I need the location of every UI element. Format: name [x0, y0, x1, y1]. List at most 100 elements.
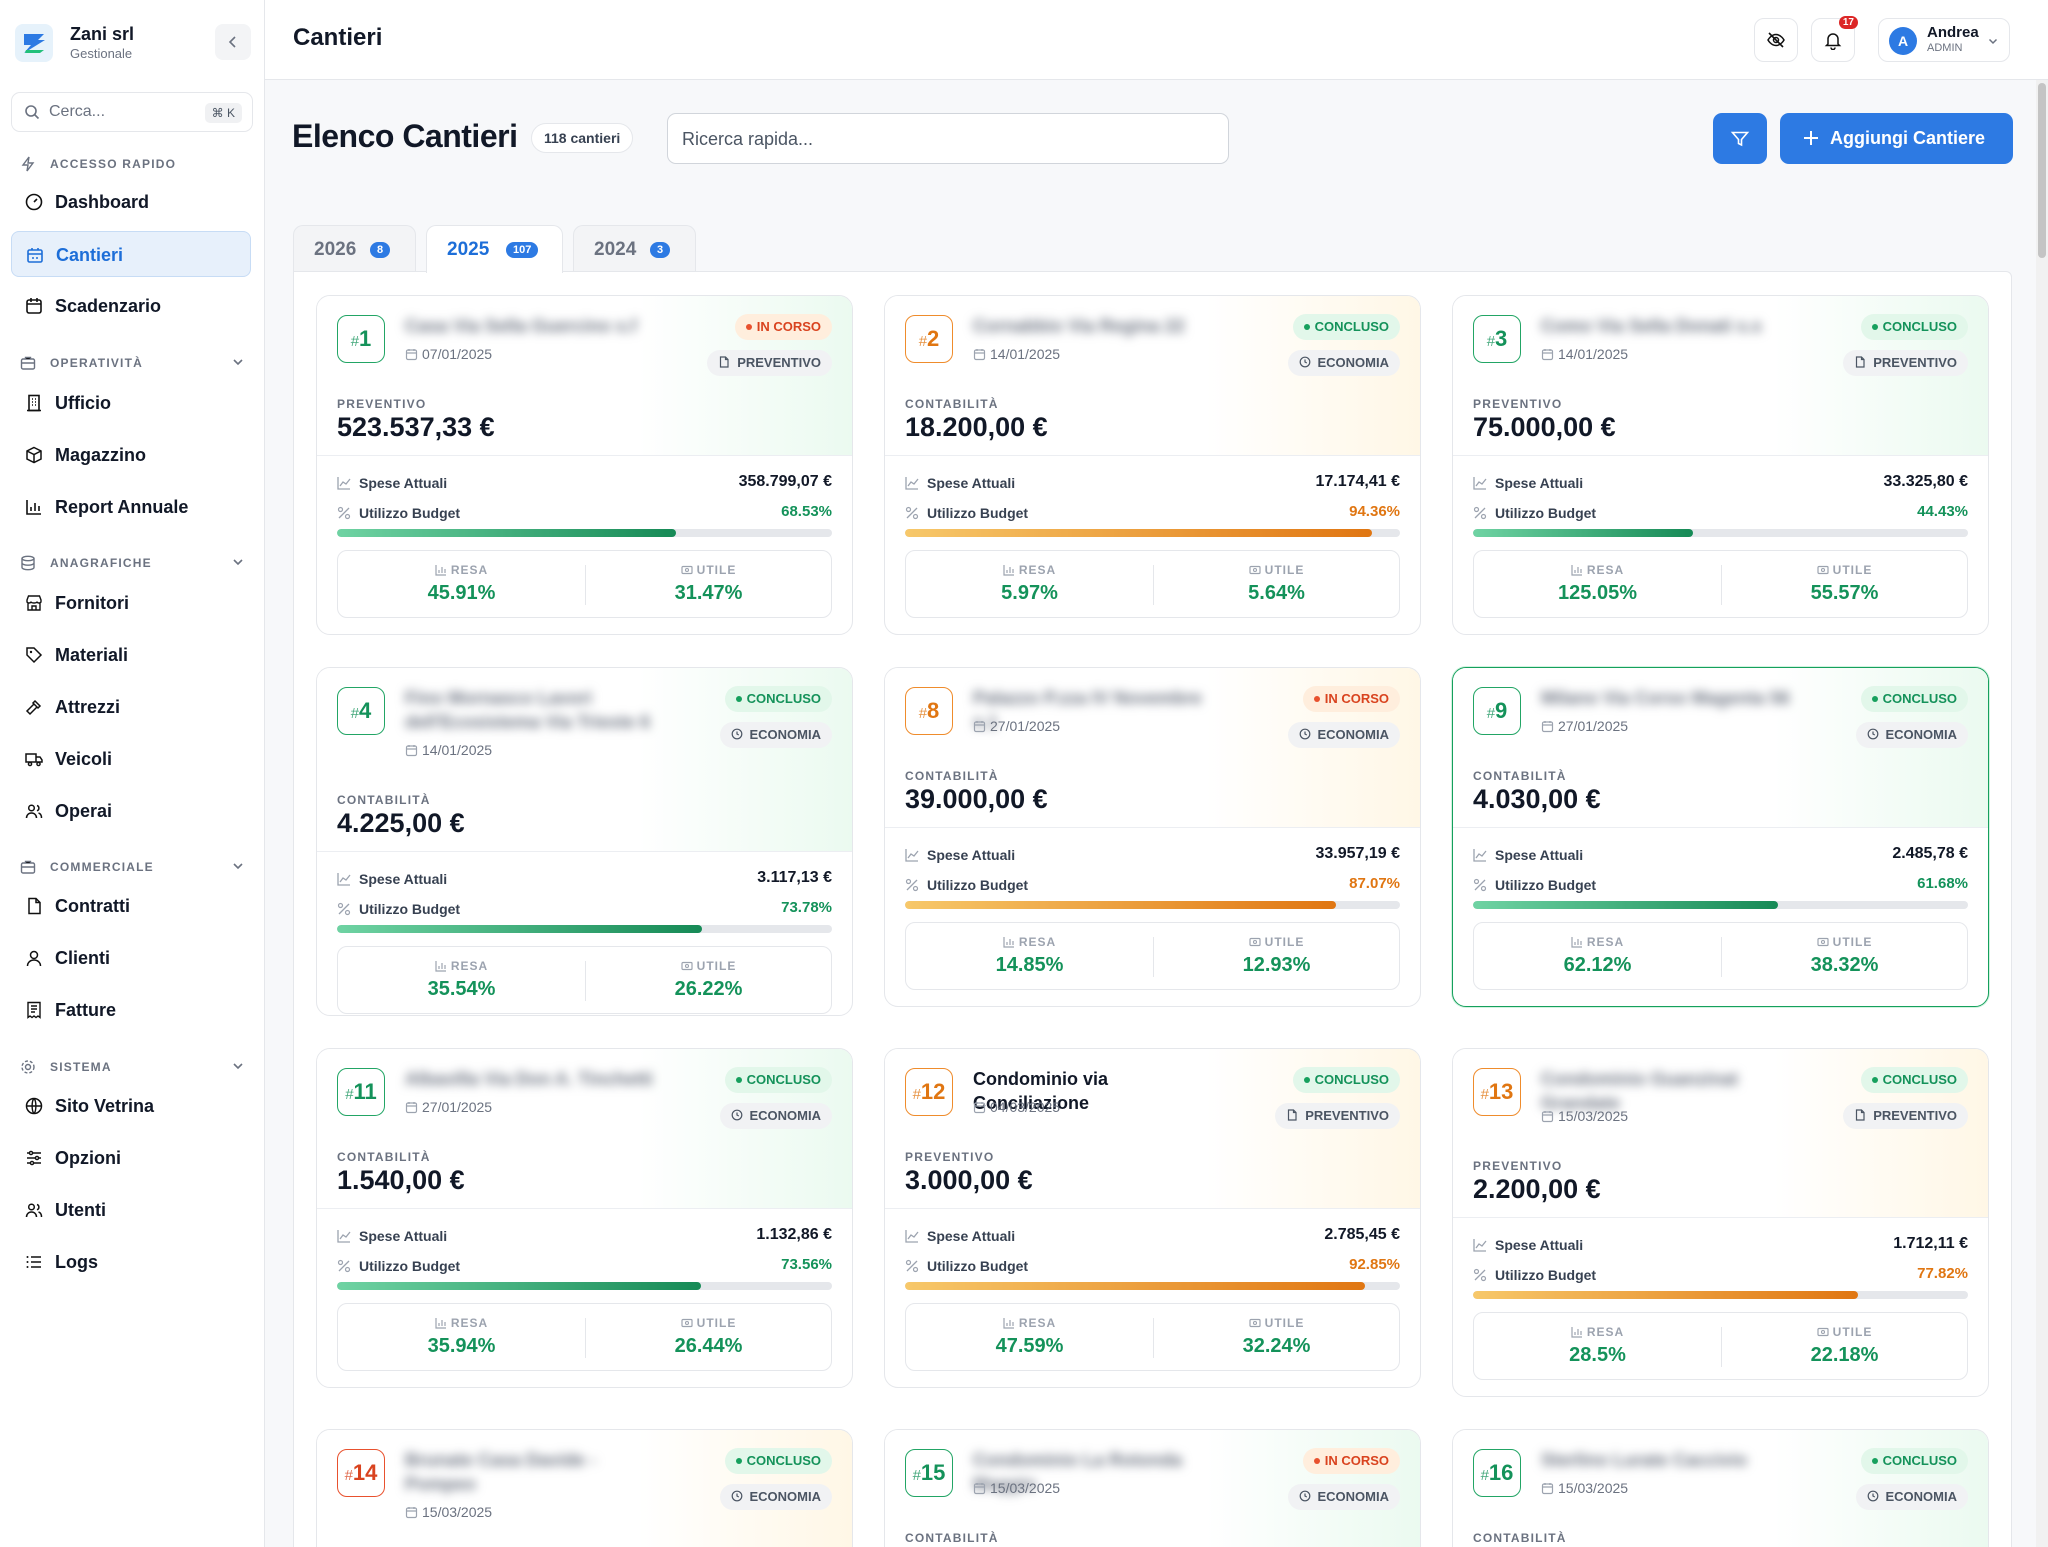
banknote-icon — [681, 961, 693, 971]
section-sistema[interactable]: SISTEMA — [20, 1057, 245, 1077]
utile-label-text: UTILE — [1264, 1316, 1305, 1330]
spese-value: 1.132,86 € — [756, 1226, 832, 1243]
tab-2026[interactable]: 2026 8 — [293, 225, 416, 272]
section-commerciale[interactable]: COMMERCIALE — [20, 857, 245, 877]
budget-progress-fill — [1473, 529, 1693, 537]
cantiere-card[interactable]: #8 Palazzo P.zza IV Novembre s.1 27/01/2… — [884, 667, 1421, 1007]
amount-label: CONTABILITÀ — [905, 769, 999, 783]
page-title: Cantieri — [293, 24, 383, 51]
scrollbar[interactable] — [2036, 80, 2048, 1547]
utile-value: 32.24% — [1242, 1335, 1311, 1357]
sidebar-item-scadenzario[interactable]: Scadenzario — [11, 283, 251, 329]
sidebar-item-opzioni[interactable]: Opzioni — [11, 1135, 251, 1181]
sidebar-item-veicoli[interactable]: Veicoli — [11, 736, 251, 782]
sidebar-item-utenti[interactable]: Utenti — [11, 1187, 251, 1233]
trend-icon — [337, 477, 351, 490]
card-date: 07/01/2025 — [405, 346, 492, 362]
cantiere-card[interactable]: #3 Como Via Sella Donati s.s 14/01/2025 … — [1452, 295, 1989, 635]
sidebar-item-sito-vetrina[interactable]: Sito Vetrina — [11, 1083, 251, 1129]
cantiere-card[interactable]: #11 Albavilla Via Don A. Tinchetti 27/01… — [316, 1048, 853, 1388]
utile-label: UTILE — [1153, 563, 1400, 577]
banknote-icon — [1249, 565, 1261, 575]
amount-value: 2.200,00 € — [1473, 1174, 1601, 1204]
clock-icon — [731, 1109, 742, 1121]
scrollbar-thumb[interactable] — [2038, 83, 2046, 258]
percent-icon — [1473, 878, 1487, 892]
type-label: PREVENTIVO — [737, 355, 821, 370]
calendar-icon — [405, 745, 418, 757]
cantiere-card[interactable]: #2 Cornabbio Via Regina 22 14/01/2025 CO… — [884, 295, 1421, 635]
amount-label: CONTABILITÀ — [905, 1531, 999, 1545]
budget-row: Utilizzo Budget 73.78% — [337, 899, 832, 919]
sidebar-item-fornitori[interactable]: Fornitori — [11, 580, 251, 626]
chevron-left-icon — [228, 36, 236, 48]
sidebar-item-dashboard[interactable]: Dashboard — [11, 179, 251, 225]
budget-label: Utilizzo Budget — [927, 505, 1029, 521]
sidebar-item-logs[interactable]: Logs — [11, 1239, 251, 1285]
budget-row: Utilizzo Budget 68.53% — [337, 503, 832, 523]
user-menu[interactable]: A Andrea ADMIN — [1878, 18, 2010, 62]
stats-box: RESA 35.54% UTILE 26.22% — [337, 946, 832, 1014]
card-title: Brunate Casa Davide - Pompeo — [405, 1450, 597, 1494]
percent-icon — [1473, 1268, 1487, 1282]
cantiere-card[interactable]: #16 Sterlino Lurate Caccivio 15/03/2025 … — [1452, 1429, 1989, 1547]
collapse-sidebar-button[interactable] — [215, 24, 251, 60]
section-anagrafiche[interactable]: ANAGRAFICHE — [20, 553, 245, 573]
tab-count-badge: 3 — [650, 242, 671, 258]
budget-progress-bar — [1473, 901, 1968, 909]
sidebar-item-magazzino[interactable]: Magazzino — [11, 432, 251, 478]
status-badge: CONCLUSO — [724, 1067, 832, 1093]
utile-label-text: UTILE — [696, 563, 737, 577]
calendar-icon — [405, 1102, 418, 1114]
section-label: ACCESSO RAPIDO — [50, 157, 177, 171]
notifications-button[interactable]: 17 — [1811, 16, 1858, 62]
sidebar-item-clienti[interactable]: Clienti — [11, 935, 251, 981]
chart-icon — [1003, 565, 1014, 576]
spese-label: Spese Attuali — [359, 1228, 448, 1244]
type-badge: PREVENTIVO — [1843, 1103, 1968, 1129]
spese-value: 358.799,07 € — [738, 473, 832, 490]
cantiere-card[interactable]: #14 Brunate Casa Davide - Pompeo 15/03/2… — [316, 1429, 853, 1547]
add-cantiere-button[interactable]: Aggiungi Cantiere — [1780, 113, 2013, 164]
sidebar-item-ufficio[interactable]: Ufficio — [11, 380, 251, 426]
cantiere-card[interactable]: #12 Condominio via Conciliazione 04/03/2… — [884, 1048, 1421, 1388]
tab-2025[interactable]: 2025 107 — [426, 225, 563, 273]
status-badge: CONCLUSO — [1860, 1067, 1968, 1093]
cantiere-card[interactable]: #4 Fino Mornasco Lavori dell'Ecosistema … — [316, 667, 853, 1016]
budget-label: Utilizzo Budget — [359, 1258, 461, 1274]
card-number: #13 — [1473, 1068, 1521, 1116]
sidebar-search-input[interactable]: Cerca... ⌘ K — [11, 92, 253, 132]
card-number: #12 — [905, 1068, 953, 1116]
section-operativita[interactable]: OPERATIVITÀ — [20, 353, 245, 373]
sidebar-item-attrezzi[interactable]: Attrezzi — [11, 684, 251, 730]
card-title: Condominio via Conciliazione — [973, 1069, 1108, 1113]
utile-label: UTILE — [1153, 1316, 1400, 1330]
budget-progress-bar — [905, 529, 1400, 537]
tab-2024[interactable]: 2024 3 — [573, 225, 696, 272]
card-number: #3 — [1473, 315, 1521, 363]
sidebar-item-fatture[interactable]: Fatture — [11, 987, 251, 1033]
calendar-icon — [405, 1507, 418, 1519]
sidebar-item-label: Scadenzario — [55, 296, 162, 316]
budget-row: Utilizzo Budget 73.56% — [337, 1256, 832, 1276]
cantiere-card[interactable]: #13 Condominio Guanzinat Grandate 15/03/… — [1452, 1048, 1989, 1397]
sidebar-item-materiali[interactable]: Materiali — [11, 632, 251, 678]
brand[interactable]: Zani srl Gestionale — [15, 22, 255, 62]
filter-button[interactable] — [1713, 113, 1767, 164]
spese-row: Spese Attuali 33.957,19 € — [905, 845, 1400, 865]
spese-value: 1.712,11 € — [1893, 1235, 1968, 1252]
sidebar-item-contratti[interactable]: Contratti — [11, 883, 251, 929]
resa-value: 5.97% — [1001, 582, 1058, 604]
sidebar-item-report-annuale[interactable]: Report Annuale — [11, 484, 251, 530]
quick-search-input[interactable]: Ricerca rapida... — [667, 113, 1229, 164]
stats-box: RESA 62.12% UTILE 38.32% — [1473, 922, 1968, 990]
sidebar-item-cantieri[interactable]: Cantieri — [11, 231, 251, 277]
toggle-visibility-button[interactable] — [1754, 18, 1798, 62]
cantiere-card[interactable]: #15 Condominio La Rotonda Maggio 15/03/2… — [884, 1429, 1421, 1547]
sidebar-item-operai[interactable]: Operai — [11, 788, 251, 834]
cantiere-card[interactable]: #1 Casa Via Sella Guercino s.f 07/01/202… — [316, 295, 853, 635]
eye-off-icon — [1767, 32, 1785, 48]
cantiere-card[interactable]: #9 Milano Via Corso Magenta 56 27/01/202… — [1452, 667, 1989, 1007]
budget-progress-bar — [905, 901, 1400, 909]
amount-label: PREVENTIVO — [1473, 397, 1563, 411]
